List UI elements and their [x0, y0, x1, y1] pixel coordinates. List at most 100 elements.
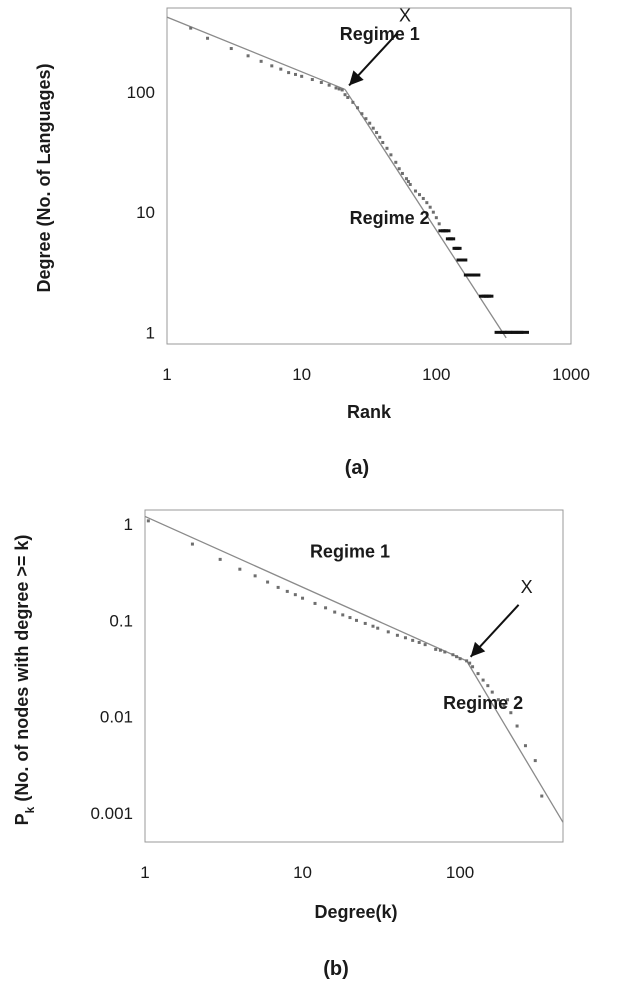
- data-point-b: [523, 744, 527, 748]
- data-point-a: [431, 210, 435, 214]
- data-point-a: [418, 193, 422, 197]
- data-point-b: [411, 638, 415, 642]
- data-point-a: [346, 95, 350, 99]
- data-point-b: [403, 636, 407, 640]
- data-point-a: [337, 87, 341, 91]
- data-point-a: [378, 135, 382, 139]
- y-axis-label-b-rest: (No. of nodes with degree >= k): [12, 535, 32, 807]
- data-point-b: [218, 557, 222, 561]
- data-point-b: [502, 704, 506, 708]
- data-point-b: [386, 630, 390, 634]
- data-point-b: [438, 648, 442, 652]
- fit-line-a-1: [166, 16, 346, 91]
- data-point-b: [443, 650, 447, 654]
- regime-label-a-2: Regime 2: [350, 208, 430, 228]
- data-point-a: [434, 216, 438, 220]
- data-point-a: [421, 196, 425, 200]
- y-tick-label-a: 10: [136, 203, 155, 222]
- data-point-a: [189, 26, 193, 30]
- data-point-b: [146, 519, 150, 523]
- y-tick-label-b: 0.1: [109, 611, 133, 630]
- data-point-a: [340, 88, 344, 92]
- fit-line-b-2: [466, 660, 564, 823]
- data-point-b: [509, 711, 513, 715]
- data-point-a: [371, 126, 375, 130]
- data-point-a: [413, 189, 417, 193]
- data-point-a: [406, 179, 410, 183]
- y-ticks-b: 1 0.1 0.01 0.001: [90, 515, 133, 823]
- y-axis-label-b: Pk (No. of nodes with degree >= k): [12, 535, 37, 826]
- data-point-a: [294, 72, 298, 76]
- regime-label-b-2: Regime 2: [443, 693, 523, 713]
- data-point-a: [368, 121, 372, 125]
- data-point-b: [490, 690, 494, 694]
- data-point-a: [394, 160, 398, 164]
- x-tick-label-a: 1: [162, 365, 171, 384]
- y-ticks-a: 1 10 100: [127, 83, 155, 342]
- data-point-a: [375, 131, 379, 135]
- data-point-b: [506, 698, 510, 702]
- data-point-b: [451, 653, 455, 657]
- data-point-a: [454, 246, 462, 250]
- y-tick-label-b: 0.01: [100, 708, 133, 727]
- data-point-b: [486, 684, 490, 688]
- fit-line-b-1: [144, 515, 467, 662]
- data-point-b: [341, 613, 345, 617]
- data-point-b: [313, 601, 317, 605]
- caption-b: (b): [323, 958, 349, 980]
- x-ticks-b: 1 10 100: [140, 863, 474, 882]
- data-point-a: [425, 201, 429, 205]
- data-point-a: [437, 222, 441, 226]
- data-point-b: [276, 585, 280, 589]
- data-point-b: [423, 643, 427, 647]
- data-point-b: [293, 593, 297, 597]
- data-point-a: [327, 83, 331, 87]
- data-point-a: [404, 177, 408, 181]
- data-point-b: [455, 655, 459, 659]
- y-tick-label-b: 0.001: [90, 804, 133, 823]
- x-tick-label-a: 1000: [552, 365, 590, 384]
- data-point-b: [363, 621, 367, 625]
- data-point-a: [400, 171, 404, 175]
- regime-label-a-1: Regime 1: [340, 24, 420, 44]
- data-point-a: [229, 47, 233, 51]
- knee-marker-label-b: X: [521, 577, 533, 597]
- y-tick-label-b: 1: [124, 515, 133, 534]
- data-point-b: [515, 724, 519, 728]
- data-point-b: [465, 659, 469, 663]
- x-tick-label-b: 10: [293, 863, 312, 882]
- data-point-a: [448, 237, 456, 241]
- plot-frame-b: [144, 509, 564, 843]
- data-point-a: [246, 54, 250, 58]
- data-point-a: [516, 330, 529, 334]
- data-point-b: [395, 633, 399, 637]
- points-b: [146, 519, 544, 798]
- data-point-a: [287, 71, 291, 75]
- annotations-b: Regime 1 Regime 2 X: [310, 541, 533, 713]
- data-point-a: [428, 205, 432, 209]
- x-tick-label-a: 10: [292, 365, 311, 384]
- data-point-a: [319, 80, 323, 84]
- data-point-a: [351, 100, 355, 104]
- data-point-a: [385, 146, 389, 150]
- x-axis-label-b: Degree(k): [314, 902, 397, 922]
- y-tick-label-a: 1: [146, 323, 155, 342]
- data-point-a: [473, 273, 481, 277]
- data-point-b: [266, 580, 270, 584]
- data-point-a: [381, 141, 385, 145]
- data-point-b: [471, 665, 475, 669]
- data-point-a: [505, 330, 518, 334]
- knee-marker-label-a: X: [399, 5, 411, 25]
- data-point-b: [417, 640, 421, 644]
- data-point-b: [190, 542, 194, 546]
- y-axis-label-b-sub: k: [23, 806, 37, 813]
- regime-label-b-1: Regime 1: [310, 541, 390, 561]
- data-point-a: [279, 67, 283, 71]
- data-point-b: [371, 624, 375, 628]
- data-point-b: [354, 618, 358, 622]
- data-point-a: [300, 74, 304, 78]
- data-point-b: [476, 672, 480, 676]
- data-point-b: [434, 647, 438, 651]
- x-tick-label-a: 100: [422, 365, 450, 384]
- data-point-b: [333, 610, 337, 614]
